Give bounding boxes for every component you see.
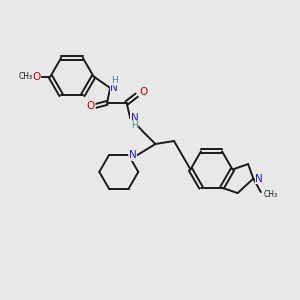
Text: N: N (130, 113, 138, 123)
Text: O: O (32, 71, 41, 82)
Text: H: H (111, 76, 118, 85)
Text: H: H (131, 121, 138, 130)
Text: O: O (87, 101, 95, 111)
Text: CH₃: CH₃ (263, 190, 278, 199)
Text: N: N (110, 83, 118, 93)
Text: N: N (129, 150, 136, 161)
Text: O: O (139, 87, 148, 97)
Text: N: N (256, 174, 263, 184)
Text: CH₃: CH₃ (18, 72, 32, 81)
